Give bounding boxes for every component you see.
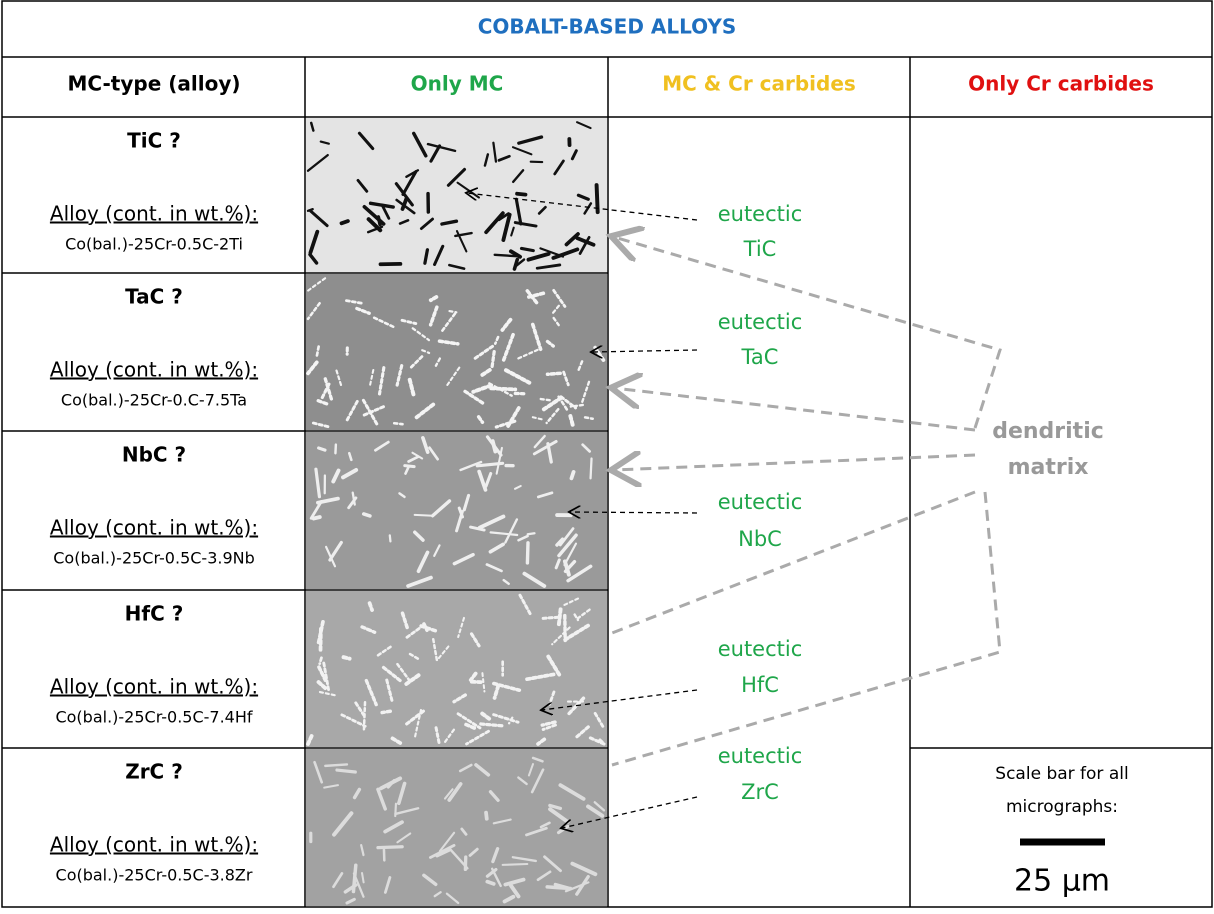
- micro-feature: [449, 311, 456, 312]
- micrograph-bg: [306, 591, 607, 747]
- micro-feature: [521, 248, 533, 250]
- micro-feature: [491, 388, 515, 389]
- alloy-label: Alloy (cont. in wt.%):: [50, 358, 258, 382]
- micrograph-bg: [306, 118, 607, 272]
- micro-feature: [394, 423, 402, 424]
- micrographs: [306, 118, 607, 906]
- micro-feature: [492, 352, 494, 367]
- micrograph: [306, 118, 607, 272]
- micro-feature: [486, 813, 487, 819]
- micro-feature: [341, 221, 347, 223]
- micro-feature: [337, 770, 355, 772]
- annotation: NbC: [738, 527, 782, 551]
- annotation: eutectic: [718, 744, 803, 768]
- micro-feature: [570, 416, 573, 427]
- mc-type: HfC ?: [125, 602, 184, 626]
- annotation: TiC: [743, 237, 777, 261]
- alloy-label: Alloy (cont. in wt.%):: [50, 202, 258, 226]
- micro-feature: [390, 535, 391, 541]
- annotation: eutectic: [718, 490, 803, 514]
- micro-feature: [344, 657, 350, 658]
- micro-feature: [415, 515, 433, 516]
- micro-feature: [370, 603, 372, 610]
- micro-feature: [364, 514, 370, 516]
- matrix-label: matrix: [1008, 455, 1089, 480]
- annotation: eutectic: [718, 202, 803, 226]
- header: Only MC: [411, 72, 504, 96]
- annotation: TaC: [741, 345, 779, 369]
- micro-feature: [585, 417, 593, 418]
- composition: Co(bal.)-25Cr-0.5C-2Ti: [65, 235, 243, 254]
- micro-feature: [314, 517, 320, 518]
- micro-feature: [591, 459, 592, 479]
- gray-arrows: [612, 237, 1000, 765]
- mc-type: TiC ?: [127, 129, 181, 153]
- composition: Co(bal.)-25Cr-0.C-7.5Ta: [61, 391, 247, 410]
- matrix-label: dendritic: [992, 419, 1104, 444]
- micro-feature: [493, 441, 496, 451]
- composition: Co(bal.)-25Cr-0.5C-7.4Hf: [55, 708, 252, 727]
- micro-feature: [541, 399, 552, 400]
- alloy-label: Alloy (cont. in wt.%):: [50, 675, 258, 699]
- micro-feature: [325, 764, 347, 765]
- header: Only Cr carbides: [968, 72, 1154, 96]
- scale-label: 25 µm: [1014, 864, 1110, 899]
- micro-feature: [517, 194, 525, 195]
- micrograph-bg: [306, 274, 607, 430]
- annotation: eutectic: [718, 310, 803, 334]
- annotation: eutectic: [718, 637, 803, 661]
- micro-feature: [487, 882, 493, 884]
- micro-feature: [382, 711, 390, 712]
- micro-feature: [503, 864, 528, 865]
- micro-feature: [378, 847, 402, 848]
- alloy-label: Alloy (cont. in wt.%):: [50, 516, 258, 540]
- micro-feature: [547, 373, 560, 374]
- scale-caption: Scale bar for all: [995, 764, 1128, 784]
- micro-feature: [527, 543, 528, 563]
- micrograph: [306, 591, 607, 747]
- title: COBALT-BASED ALLOYS: [478, 15, 737, 39]
- micrograph: [306, 274, 607, 430]
- micrograph: [306, 432, 607, 589]
- micro-feature: [543, 617, 558, 618]
- mc-type: NbC ?: [122, 443, 186, 467]
- micro-feature: [319, 448, 325, 450]
- scale-caption: micrographs:: [1006, 797, 1118, 817]
- header: MC & Cr carbides: [662, 72, 856, 96]
- composition: Co(bal.)-25Cr-0.5C-3.8Zr: [56, 866, 253, 885]
- annotation: HfC: [741, 673, 779, 697]
- micrograph: [306, 749, 607, 906]
- composition: Co(bal.)-25Cr-0.5C-3.9Nb: [53, 549, 255, 568]
- mc-type: TaC ?: [125, 285, 183, 309]
- micro-feature: [481, 724, 503, 726]
- micro-feature: [528, 533, 535, 534]
- mc-type: ZrC ?: [125, 760, 183, 784]
- micro-feature: [571, 472, 573, 478]
- alloy-label: Alloy (cont. in wt.%):: [50, 833, 258, 857]
- annotation: ZrC: [741, 780, 779, 804]
- header: MC-type (alloy): [67, 72, 240, 96]
